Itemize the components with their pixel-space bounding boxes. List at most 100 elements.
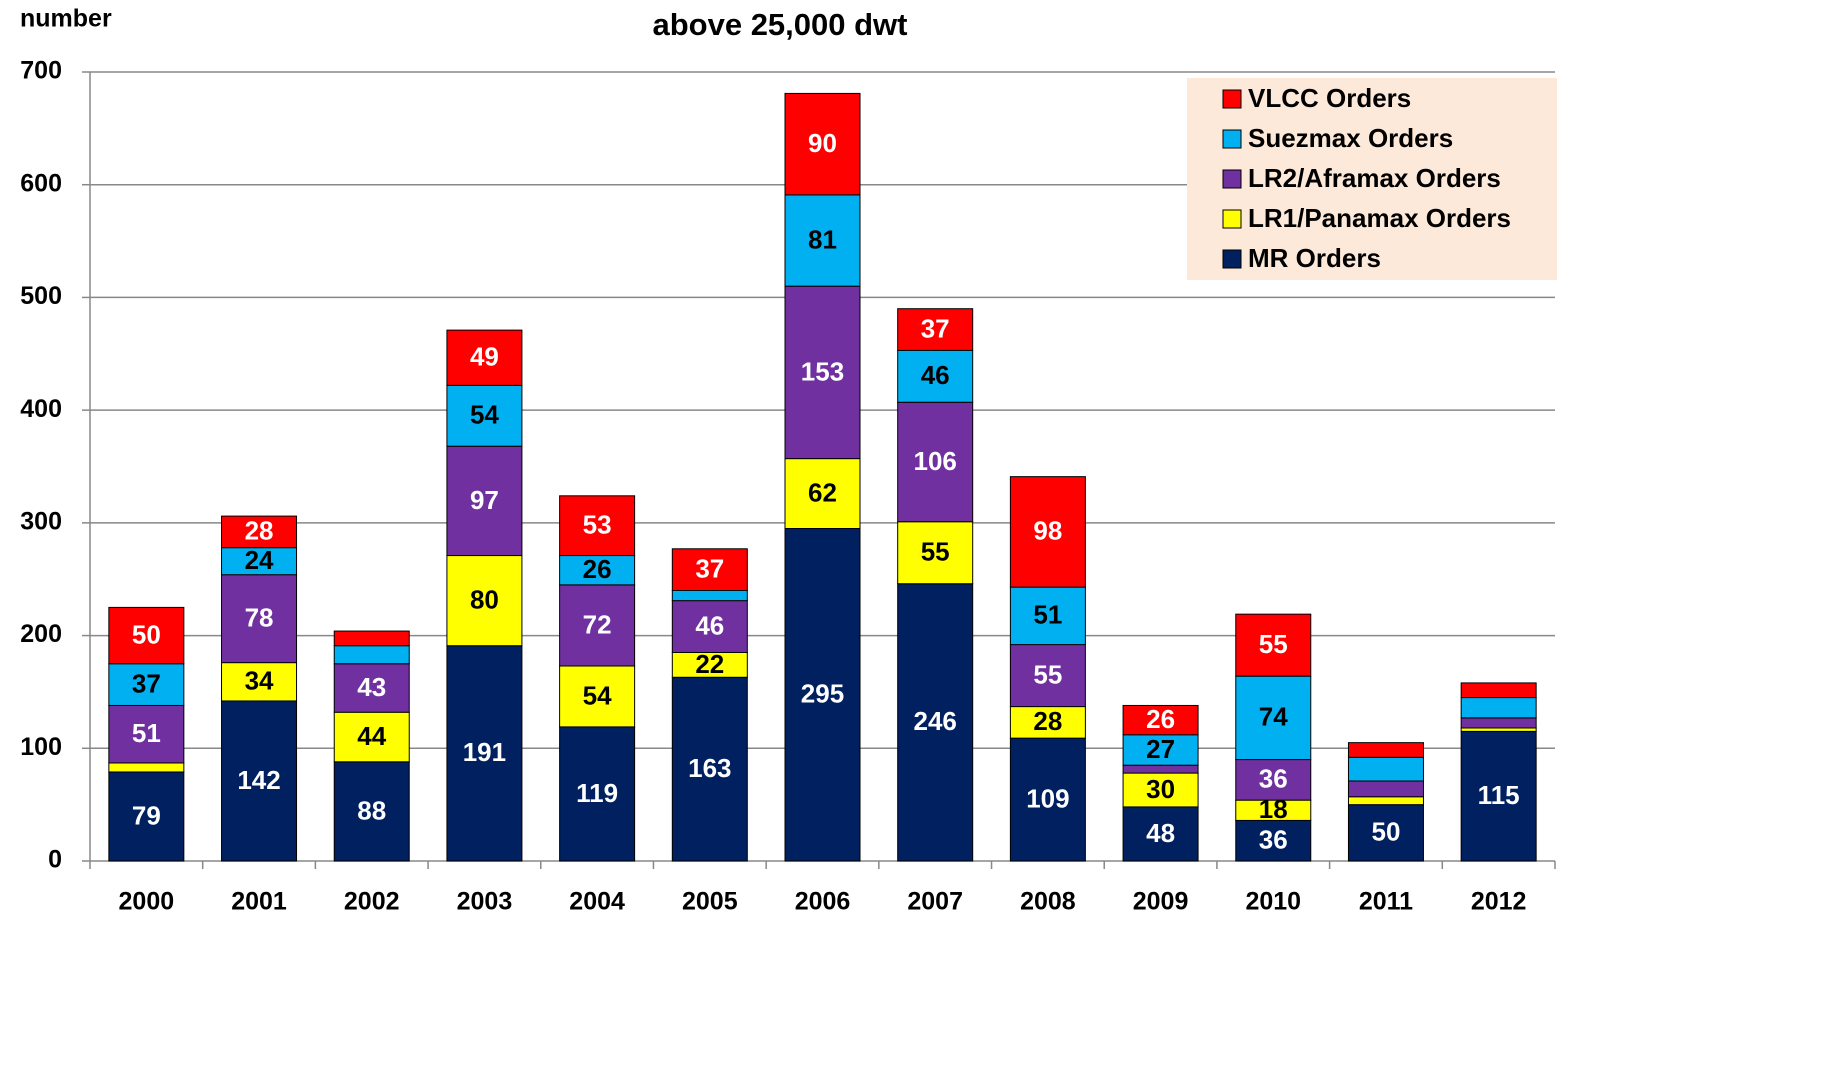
data-label: 44 [357,721,386,751]
bar-segment [1122,806,1199,862]
data-label: 30 [1146,774,1175,804]
data-label: 27 [1146,734,1175,764]
bar-segment [446,555,523,647]
data-label: 106 [913,446,956,476]
data-label: 163 [688,753,731,783]
data-label: 119 [576,778,618,808]
bar-segment [784,285,861,460]
bar-segment [1122,764,1199,774]
bar-segment [1235,613,1312,677]
legend-label: VLCC Orders [1248,83,1411,113]
bar-segment [1009,586,1086,646]
data-label: 153 [801,356,844,386]
bar-segment [559,726,636,862]
data-label: 78 [245,603,274,633]
data-label: 80 [470,585,499,615]
bar-segment [671,548,748,591]
data-label: 24 [245,545,274,575]
bar-segment [559,495,636,557]
data-label: 34 [245,666,274,696]
data-label: 46 [921,360,950,390]
bar-segment [784,458,861,529]
y-tick-label: 700 [20,57,62,85]
bar-segment [1347,756,1424,782]
bar-segment [897,521,974,585]
bar-segment [446,445,523,557]
bar-segment [221,662,298,702]
chart-title: above 25,000 dwt [652,7,907,42]
data-label: 79 [132,800,161,830]
data-label: 37 [132,668,161,698]
bar-segment [1460,697,1537,719]
bar-segment [333,645,410,665]
y-axis-label: number [20,5,112,33]
bar-segment [897,308,974,351]
data-label: 98 [1033,516,1062,546]
data-label: 50 [1372,817,1401,847]
data-label: 51 [132,718,161,748]
data-label: 55 [1033,659,1062,689]
data-label: 37 [695,554,724,584]
data-label: 26 [1146,704,1175,734]
bar-segment [1347,796,1424,806]
bar-segment [1347,742,1424,758]
y-tick-label: 600 [20,169,62,197]
x-tick-label: 2005 [682,888,738,916]
data-label: 74 [1259,702,1288,732]
x-tick-label: 2001 [231,888,287,916]
legend-label: LR1/Panamax Orders [1248,203,1511,233]
bar-segment [1009,476,1086,588]
data-label: 49 [470,342,499,372]
bar-segment [559,555,636,586]
x-tick-label: 2011 [1359,888,1413,916]
bar-segment [108,663,185,706]
legend-label: MR Orders [1248,243,1381,273]
bar-segment [108,762,185,773]
y-tick-label: 0 [48,846,62,874]
data-label: 295 [801,679,844,709]
bar-segment [1460,682,1537,699]
bar-segment [108,771,185,862]
legend-label: LR2/Aframax Orders [1248,163,1501,193]
data-label: 72 [583,609,612,639]
data-label: 191 [463,737,506,767]
data-label: 142 [237,765,280,795]
x-tick-label: 2007 [907,888,963,916]
x-tick-label: 2008 [1020,888,1076,916]
bar-segment [784,527,861,862]
legend-swatch [1222,129,1242,149]
bar-segment [1460,717,1537,729]
data-label: 51 [1033,600,1062,630]
bar-segment [333,761,410,862]
legend-swatch [1222,169,1242,189]
bar-segment [446,329,523,386]
data-label: 88 [357,795,386,825]
data-label: 28 [245,516,274,546]
x-tick-label: 2006 [795,888,851,916]
bar-segment [1122,734,1199,766]
data-label: 81 [808,224,837,254]
data-label: 90 [808,128,837,158]
legend-swatch [1222,249,1242,269]
data-label: 26 [583,554,612,584]
data-label: 115 [1478,780,1520,810]
bar-segment [446,645,523,862]
bar-segment [671,676,748,862]
bar-segment [221,515,298,549]
data-label: 54 [470,400,499,430]
bar-segment [1235,819,1312,862]
y-tick-label: 100 [20,733,62,761]
bar-segment [559,665,636,728]
x-tick-label: 2000 [119,888,175,916]
bar-segment [671,651,748,678]
y-tick-label: 400 [20,395,62,423]
bar-segment [671,600,748,653]
data-label: 62 [808,477,837,507]
data-label: 246 [913,706,956,736]
bar-segment [333,711,410,763]
bar-segment [333,630,410,647]
bar-segment [1460,730,1537,862]
bar-segment [559,584,636,667]
x-tick-label: 2010 [1245,888,1301,916]
legend-label: Suezmax Orders [1248,123,1453,153]
